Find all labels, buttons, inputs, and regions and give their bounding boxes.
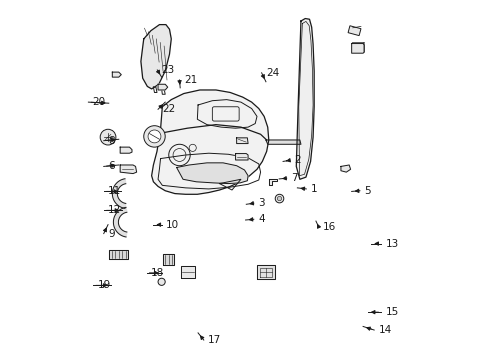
Polygon shape — [296, 18, 313, 179]
Polygon shape — [120, 165, 136, 174]
Circle shape — [277, 197, 281, 201]
Text: 23: 23 — [162, 65, 175, 75]
Text: 18: 18 — [151, 268, 164, 278]
Polygon shape — [256, 265, 275, 279]
Text: 8: 8 — [108, 136, 114, 146]
Polygon shape — [351, 44, 364, 53]
Text: 22: 22 — [162, 104, 175, 114]
Bar — [347, 26, 360, 36]
Circle shape — [275, 194, 283, 203]
Polygon shape — [235, 154, 247, 160]
Text: 20: 20 — [93, 97, 105, 107]
Text: 24: 24 — [265, 68, 279, 78]
Polygon shape — [108, 250, 128, 259]
Text: 14: 14 — [378, 325, 391, 335]
Polygon shape — [181, 266, 195, 278]
Text: 7: 7 — [290, 173, 297, 183]
Polygon shape — [176, 163, 247, 184]
Polygon shape — [151, 90, 268, 194]
Text: 13: 13 — [385, 239, 398, 249]
Polygon shape — [163, 254, 174, 265]
Polygon shape — [340, 165, 350, 172]
Polygon shape — [268, 179, 277, 185]
Text: 17: 17 — [207, 335, 221, 345]
Text: 19: 19 — [97, 280, 110, 291]
Text: 9: 9 — [108, 229, 114, 239]
Circle shape — [100, 129, 116, 145]
Polygon shape — [141, 24, 171, 89]
Text: 16: 16 — [323, 222, 336, 232]
Text: 15: 15 — [385, 307, 398, 317]
Text: 4: 4 — [258, 214, 264, 224]
Text: 21: 21 — [183, 75, 197, 85]
Text: 11: 11 — [108, 186, 121, 197]
Text: 6: 6 — [108, 161, 114, 171]
Circle shape — [148, 130, 161, 143]
Polygon shape — [236, 138, 247, 144]
Text: 3: 3 — [258, 198, 264, 208]
Polygon shape — [113, 207, 126, 237]
Text: 5: 5 — [364, 186, 370, 196]
Text: 10: 10 — [165, 220, 179, 230]
Polygon shape — [112, 179, 125, 208]
Polygon shape — [265, 140, 300, 144]
Polygon shape — [120, 147, 132, 153]
Circle shape — [143, 126, 165, 147]
Text: 12: 12 — [108, 205, 121, 215]
Text: 1: 1 — [310, 184, 317, 194]
Text: 2: 2 — [293, 156, 300, 165]
Circle shape — [158, 278, 165, 285]
Polygon shape — [112, 72, 121, 77]
Polygon shape — [158, 84, 167, 90]
